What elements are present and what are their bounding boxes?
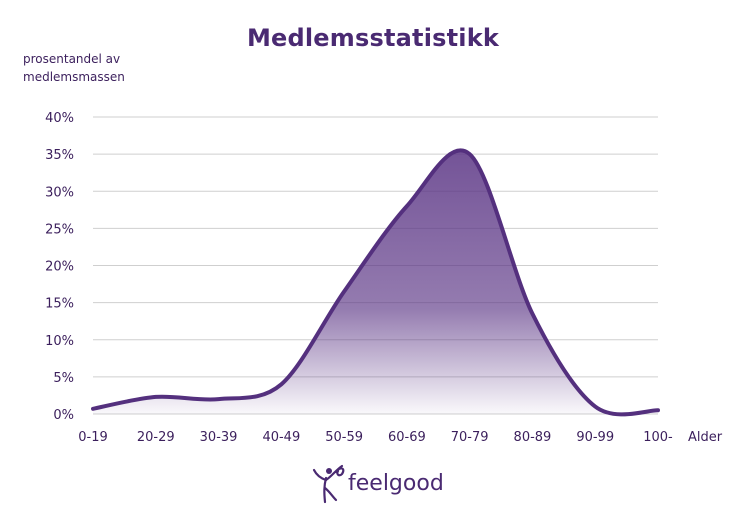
x-tick-label: 70-79 [451, 430, 489, 445]
y-tick-label: 10% [45, 334, 74, 349]
x-tick-label: 100- [643, 430, 673, 445]
x-tick-label: 40-49 [262, 430, 300, 445]
x-tick-label: 50-59 [325, 430, 363, 445]
y-axis-label-line-1: prosentandel av [23, 52, 121, 66]
brand-name: feelgood [348, 470, 444, 496]
y-tick-label: 20% [45, 260, 74, 275]
x-tick-label: 0-19 [78, 430, 108, 445]
series-area [93, 150, 658, 415]
x-tick-label: 90-99 [576, 430, 614, 445]
chart-title: Medlemsstatistikk [246, 24, 500, 52]
x-tick-label: 20-29 [137, 430, 175, 445]
y-tick-label: 25% [45, 222, 74, 237]
y-tick-label: 15% [45, 297, 74, 312]
y-tick-label: 0% [53, 408, 74, 423]
y-axis-label: prosentandel av medlemsmassen [23, 50, 125, 86]
series-line [91, 148, 660, 417]
x-tick-label: 30-39 [200, 430, 238, 445]
y-tick-label: 5% [53, 371, 74, 386]
y-axis-label-line-2: medlemsmassen [23, 70, 125, 84]
y-tick-label: 30% [45, 185, 74, 200]
y-tick-label: 40% [45, 111, 74, 126]
feelgood-logo: feelgood [312, 462, 444, 504]
x-axis-label: Alder [688, 430, 723, 445]
feelgood-figure-icon [312, 464, 345, 504]
x-tick-label: 60-69 [388, 430, 426, 445]
x-tick-label: 80-89 [514, 430, 552, 445]
y-tick-label: 35% [45, 148, 74, 163]
